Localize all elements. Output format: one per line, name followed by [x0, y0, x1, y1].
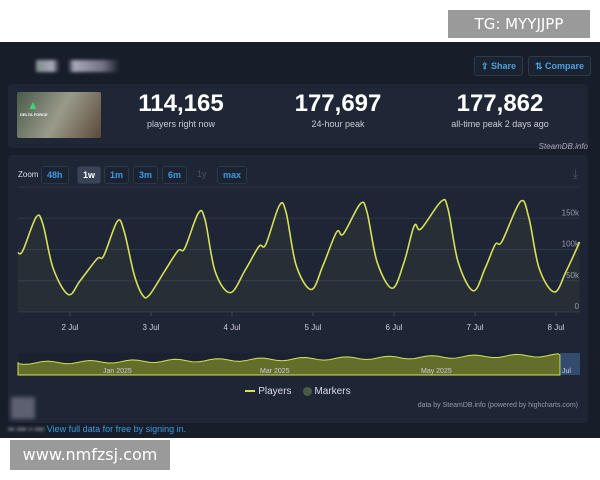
x-tick-label: 5 Jul [305, 323, 322, 332]
zoom-3m[interactable]: 3m [133, 166, 159, 184]
players-chart[interactable]: 0 50k 100k 150k 2 Jul 3 Jul 4 Jul 5 Jul 6 Jul 7 J… [8, 155, 588, 385]
navigator-series [17, 353, 561, 376]
stat-current: 114,165 players right now [138, 90, 224, 129]
share-icon: ⇪ [481, 61, 492, 71]
game-thumbnail[interactable]: DELTA FORCE ▲ [17, 92, 101, 138]
navigator-label: Mar 2025 [260, 368, 290, 375]
share-button[interactable]: ⇪ Share [474, 56, 524, 76]
x-tick-label: 4 Jul [224, 323, 241, 332]
navigator-label: Jul [562, 368, 571, 375]
zoom-label: Zoom [18, 170, 39, 179]
zoom-6m[interactable]: 6m [162, 166, 188, 184]
watermark-bottom: www.nmfzsj.com [10, 440, 170, 470]
zoom-1w[interactable]: 1w [77, 166, 102, 184]
navigator-label: Jan 2025 [103, 368, 132, 375]
compare-icon: ⇅ [535, 61, 546, 71]
zoom-1m[interactable]: 1m [104, 166, 130, 184]
y-tick-label: 150k [562, 208, 580, 217]
x-tick-label: 6 Jul [386, 323, 403, 332]
attribution[interactable]: data by SteamDB.info (powered by highcha… [417, 402, 578, 409]
zoom-max[interactable]: max [217, 166, 248, 184]
x-tick-label: 3 Jul [143, 323, 160, 332]
stats-bar: DELTA FORCE ▲ 114,165 players right now 17… [8, 84, 588, 148]
footer-note: ▪▪ ▪▪▪ ▪ ▪▪▪ View full data for free by … [8, 424, 187, 434]
compare-button[interactable]: ⇅ Compare [528, 56, 592, 76]
legend-markers[interactable]: Markers [302, 386, 351, 397]
x-tick-label: 8 Jul [548, 323, 565, 332]
zoom-48h[interactable]: 48h [41, 166, 69, 184]
y-tick-label: 50k [566, 271, 580, 280]
chart-container: Zoom 48h 1w 1m 3m 6m 1y max ⤓ 0 50k 100k 15… [8, 155, 588, 423]
navigator-label: May 2025 [421, 368, 452, 375]
navigator-selection [560, 353, 580, 375]
x-tick-label: 2 Jul [62, 323, 79, 332]
download-icon[interactable]: ⤓ [572, 167, 578, 181]
players-line [17, 198, 581, 299]
sign-in-link[interactable]: View full data for free by signing in. [46, 424, 187, 434]
y-tick-label: 0 [575, 302, 580, 311]
steamdb-credit: SteamDB.info [538, 142, 588, 151]
zoom-1y: 1y [197, 169, 207, 179]
players-area [17, 199, 580, 312]
legend-players[interactable]: Players [245, 386, 292, 397]
x-tick-label: 7 Jul [467, 323, 484, 332]
watermark-top: TG: MYYJJPP [448, 10, 590, 38]
stat-24h-peak: 177,697 24-hour peak [294, 90, 382, 129]
stat-all-time-peak: 177,862 all-time peak 2 days ago [451, 90, 549, 129]
blurred-avatar [11, 397, 35, 419]
blurred-title [36, 60, 120, 72]
legend: Players Markers [8, 386, 588, 397]
y-tick-label: 100k [562, 240, 580, 249]
delta-logo-icon: ▲ [27, 98, 39, 112]
